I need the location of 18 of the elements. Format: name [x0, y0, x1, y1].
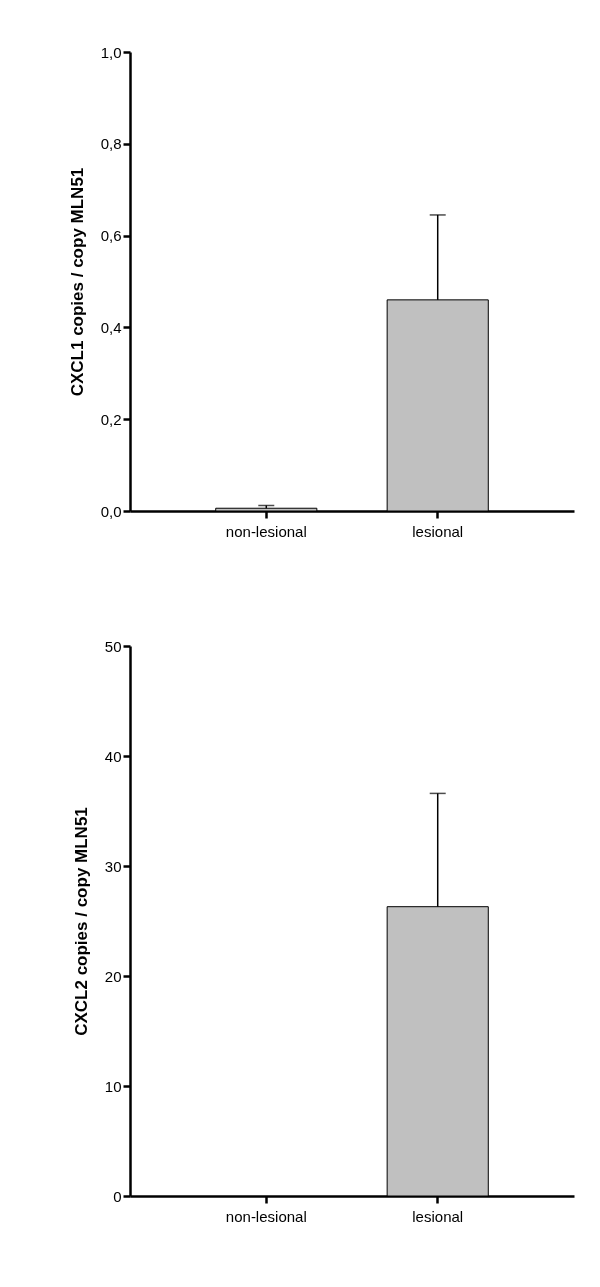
x-tick-label: non-lesional: [225, 1207, 307, 1225]
y-tick-label: 0,0: [100, 502, 122, 520]
x-tick-label: lesional: [412, 1207, 464, 1225]
y-tick-label: 50: [104, 637, 122, 655]
y-tick-label: 0,2: [100, 410, 122, 428]
y-axis-title: CXCL2 copies / copy MLN51: [71, 807, 91, 1036]
x-tick-label: non-lesional: [225, 522, 307, 540]
y-axis-title: CXCL1 copies / copy MLN51: [67, 167, 87, 397]
y-tick-label: 0,8: [100, 135, 122, 153]
x-tick-label: lesional: [412, 522, 464, 540]
y-tick-label: 0,6: [100, 227, 122, 245]
y-tick-label: 30: [104, 857, 122, 875]
y-tick-label: 40: [104, 747, 122, 765]
y-tick-label: 1,0: [100, 43, 122, 61]
y-tick-label: 0,4: [100, 318, 122, 336]
y-tick-label: 10: [104, 1077, 122, 1095]
y-tick-label: 20: [104, 967, 122, 985]
y-tick-label: 0: [113, 1187, 122, 1205]
